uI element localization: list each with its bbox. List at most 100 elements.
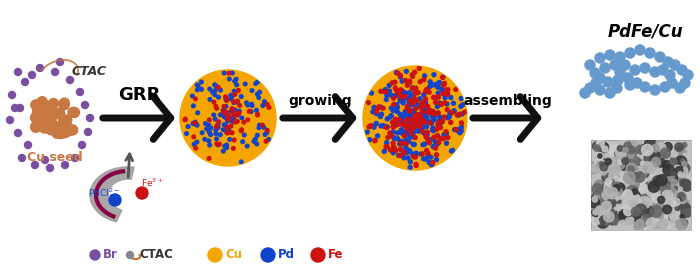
Circle shape: [444, 88, 449, 92]
Circle shape: [260, 123, 265, 127]
Circle shape: [673, 169, 680, 176]
Circle shape: [679, 210, 684, 214]
Circle shape: [372, 105, 376, 109]
Circle shape: [223, 144, 227, 148]
Circle shape: [669, 171, 678, 179]
Circle shape: [619, 173, 624, 179]
Circle shape: [403, 96, 407, 101]
Circle shape: [215, 125, 218, 128]
Circle shape: [213, 83, 216, 87]
Circle shape: [602, 193, 612, 203]
Circle shape: [460, 121, 463, 125]
Circle shape: [624, 172, 635, 183]
Circle shape: [675, 167, 683, 174]
Circle shape: [385, 125, 389, 129]
Circle shape: [660, 199, 670, 209]
Circle shape: [391, 125, 395, 129]
Circle shape: [622, 158, 629, 164]
Circle shape: [239, 129, 243, 133]
Circle shape: [642, 162, 653, 173]
Circle shape: [416, 115, 419, 120]
Circle shape: [656, 140, 664, 147]
Circle shape: [228, 137, 232, 141]
Circle shape: [625, 182, 634, 191]
Circle shape: [603, 211, 614, 222]
Circle shape: [43, 121, 53, 131]
Circle shape: [605, 195, 612, 202]
Circle shape: [420, 123, 424, 127]
Circle shape: [246, 103, 249, 107]
Circle shape: [662, 210, 668, 217]
Circle shape: [682, 69, 694, 81]
Circle shape: [438, 101, 442, 105]
Circle shape: [440, 87, 444, 91]
Circle shape: [410, 124, 413, 128]
Circle shape: [435, 142, 439, 146]
Circle shape: [436, 91, 440, 95]
Circle shape: [413, 70, 416, 74]
Circle shape: [232, 100, 236, 104]
Circle shape: [454, 128, 458, 132]
Circle shape: [408, 133, 412, 137]
Circle shape: [224, 104, 228, 108]
Circle shape: [395, 106, 399, 109]
Circle shape: [267, 106, 271, 109]
Circle shape: [374, 122, 378, 125]
Circle shape: [624, 142, 631, 149]
Circle shape: [602, 200, 611, 209]
Circle shape: [636, 204, 646, 215]
Circle shape: [595, 190, 606, 201]
Circle shape: [624, 48, 636, 59]
Circle shape: [412, 115, 416, 118]
Circle shape: [392, 146, 396, 150]
Circle shape: [256, 80, 259, 84]
Circle shape: [29, 71, 36, 78]
Circle shape: [226, 116, 230, 120]
Text: CTAC: CTAC: [139, 249, 173, 262]
Circle shape: [424, 135, 428, 139]
Circle shape: [428, 121, 432, 125]
Circle shape: [610, 177, 620, 186]
Circle shape: [438, 115, 442, 119]
Circle shape: [384, 88, 387, 92]
Circle shape: [366, 101, 370, 105]
Circle shape: [446, 116, 449, 120]
Circle shape: [429, 155, 433, 159]
Circle shape: [44, 107, 54, 117]
Circle shape: [632, 195, 640, 203]
Text: Fe: Fe: [328, 249, 344, 262]
Circle shape: [677, 166, 688, 177]
Circle shape: [415, 128, 419, 132]
Circle shape: [404, 147, 408, 151]
Circle shape: [436, 123, 440, 127]
Circle shape: [610, 157, 620, 167]
Circle shape: [218, 133, 222, 137]
Circle shape: [193, 143, 196, 146]
Circle shape: [403, 111, 407, 115]
Circle shape: [682, 181, 692, 191]
Circle shape: [431, 95, 435, 99]
Circle shape: [443, 101, 447, 105]
Circle shape: [442, 81, 447, 85]
Circle shape: [604, 185, 614, 195]
Circle shape: [411, 86, 414, 90]
Circle shape: [407, 116, 411, 120]
Circle shape: [659, 81, 671, 92]
Circle shape: [440, 120, 443, 124]
Circle shape: [232, 115, 236, 118]
Circle shape: [627, 147, 637, 157]
Circle shape: [629, 167, 641, 179]
Circle shape: [230, 71, 235, 75]
Circle shape: [589, 197, 599, 208]
Circle shape: [671, 165, 676, 171]
Circle shape: [415, 115, 419, 118]
Circle shape: [391, 151, 395, 155]
Circle shape: [430, 109, 435, 113]
Circle shape: [416, 114, 421, 118]
Circle shape: [442, 115, 446, 119]
Circle shape: [209, 133, 212, 136]
Circle shape: [657, 211, 664, 218]
Circle shape: [634, 220, 645, 230]
Circle shape: [652, 180, 658, 186]
Circle shape: [382, 124, 385, 128]
